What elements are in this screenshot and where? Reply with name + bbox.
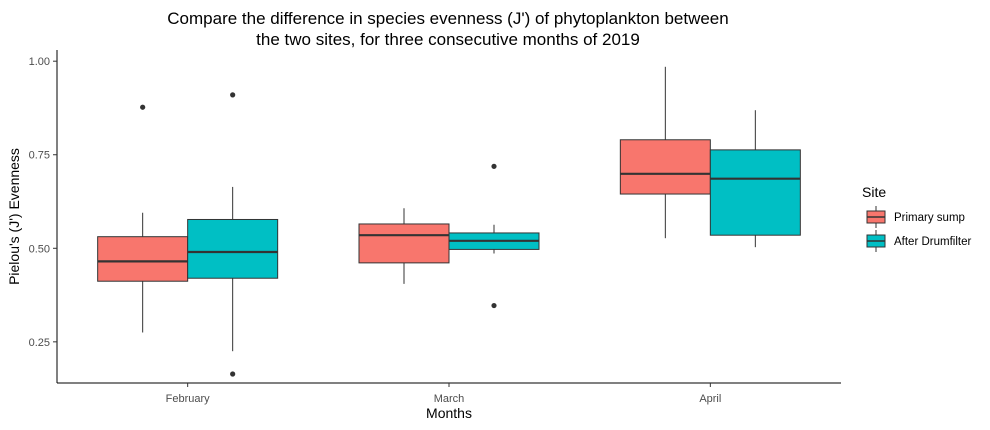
plot-area	[97, 66, 801, 377]
y-tick-label: 0.25	[29, 337, 50, 349]
box-after-drumfilter-february	[187, 92, 279, 377]
legend-label: After Drumfilter	[894, 236, 971, 248]
box-body	[97, 236, 189, 282]
outlier-point	[230, 371, 236, 377]
box-primary-sump-april	[619, 66, 711, 239]
y-tick-label: 1.00	[29, 56, 50, 68]
outlier-point	[491, 163, 497, 169]
y-ticks: 0.25 0.50 0.75 1.00	[29, 56, 57, 349]
box-body	[709, 149, 801, 236]
box-body	[619, 139, 711, 195]
box-after-drumfilter-april	[709, 110, 801, 248]
x-tick-label: April	[699, 393, 721, 405]
legend-item: Primary sump	[866, 206, 965, 228]
x-tick-label: February	[166, 393, 211, 405]
x-axis-title: Months	[426, 405, 472, 421]
legend: Site Primary sump After Drumfilter	[862, 184, 971, 252]
y-axis-title: Pielou's (J') Evenness	[6, 148, 22, 285]
box-primary-sump-march	[358, 208, 450, 284]
box-body	[187, 218, 279, 279]
x-ticks: February March April	[166, 383, 721, 405]
box-body	[358, 223, 450, 264]
y-tick-label: 0.75	[29, 150, 50, 162]
legend-title: Site	[862, 184, 886, 200]
chart-title: Compare the difference in species evenne…	[167, 9, 728, 49]
box-primary-sump-february	[97, 104, 189, 333]
outlier-point	[230, 92, 236, 98]
x-tick-label: March	[434, 393, 465, 405]
y-tick-label: 0.50	[29, 243, 50, 255]
box-after-drumfilter-march	[448, 163, 540, 309]
axes: 0.25 0.50 0.75 1.00 February March April Mont…	[6, 50, 841, 421]
legend-item: After Drumfilter	[866, 230, 971, 252]
outlier-point	[491, 302, 497, 309]
chart-title-line: the two sites, for three consecutive mon…	[256, 30, 640, 49]
outlier-point	[140, 104, 146, 110]
legend-label: Primary sump	[894, 212, 965, 224]
chart-title-line: Compare the difference in species evenne…	[167, 9, 728, 28]
